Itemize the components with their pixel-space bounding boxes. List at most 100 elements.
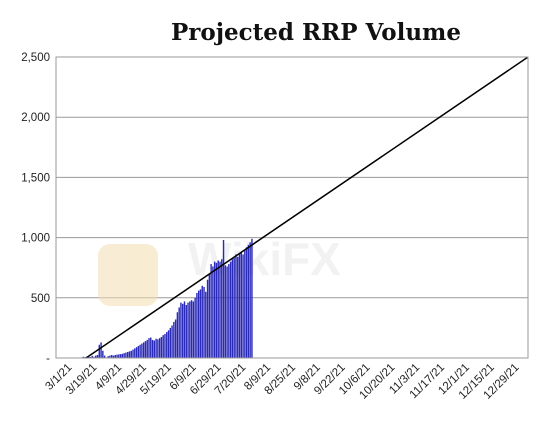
projection-trend-line bbox=[85, 56, 529, 359]
y-tick-label: 1,000 bbox=[21, 233, 50, 245]
y-tick-label: 1,500 bbox=[21, 172, 50, 184]
volume-bar bbox=[98, 344, 101, 358]
volume-bar bbox=[251, 238, 253, 358]
volume-bar bbox=[130, 350, 132, 358]
volume-bar bbox=[118, 354, 120, 358]
volume-bar bbox=[93, 356, 95, 358]
volume-bar bbox=[210, 264, 212, 358]
volume-bar bbox=[100, 342, 102, 358]
volume-bar bbox=[229, 261, 232, 358]
volume-bar bbox=[224, 265, 227, 358]
volume-bar bbox=[196, 292, 198, 358]
x-axis: 3/1/213/19/214/9/214/29/215/19/216/9/216… bbox=[43, 362, 521, 402]
volume-bar bbox=[240, 252, 242, 358]
volume-bar bbox=[141, 343, 143, 358]
volume-bar bbox=[151, 339, 154, 358]
volume-bar bbox=[137, 345, 140, 358]
y-axis: - 500 1,000 1,500 2,000 2,500 bbox=[21, 52, 50, 365]
volume-bar bbox=[119, 354, 122, 358]
volume-bar bbox=[155, 338, 157, 358]
chart-title: Projected RRP Volume bbox=[171, 19, 461, 46]
volume-bar bbox=[226, 266, 228, 358]
volume-bar bbox=[107, 356, 109, 358]
volume-bar bbox=[166, 332, 168, 358]
volume-bar bbox=[167, 330, 170, 358]
volume-bar bbox=[189, 301, 191, 358]
volume-bar bbox=[126, 351, 129, 358]
volume-bar bbox=[114, 354, 116, 358]
volume-bar bbox=[190, 300, 193, 358]
volume-bar bbox=[238, 253, 241, 358]
volume-bar bbox=[206, 279, 209, 358]
volume-bar bbox=[116, 354, 118, 358]
volume-bar bbox=[146, 339, 148, 358]
volume-bar bbox=[245, 247, 248, 358]
volume-bar bbox=[158, 338, 161, 358]
volume-bar bbox=[185, 305, 187, 358]
volume-bar bbox=[237, 256, 239, 358]
volume-bar bbox=[171, 325, 173, 358]
volume-bar bbox=[173, 321, 175, 358]
volume-bar bbox=[182, 303, 184, 358]
volume-bar bbox=[95, 355, 97, 358]
volume-bar bbox=[178, 307, 180, 358]
volume-bar bbox=[153, 340, 156, 358]
volume-bar bbox=[231, 259, 234, 358]
volume-bar bbox=[244, 249, 246, 358]
volume-bar bbox=[150, 337, 152, 358]
volume-bar bbox=[169, 327, 172, 358]
volume-bar bbox=[121, 353, 124, 358]
gridlines bbox=[56, 116, 528, 299]
volume-bar bbox=[247, 244, 250, 358]
volume-bar bbox=[111, 354, 113, 358]
volume-bar bbox=[187, 302, 189, 358]
volume-bar bbox=[222, 240, 225, 358]
volume-bar bbox=[183, 301, 186, 358]
volume-bar bbox=[205, 291, 207, 358]
volume-bar bbox=[242, 254, 244, 358]
volume-bar bbox=[208, 273, 211, 358]
volume-bar bbox=[249, 242, 251, 358]
volume-bar bbox=[125, 352, 127, 358]
watermark-logo bbox=[98, 244, 158, 306]
volume-bar bbox=[157, 339, 159, 358]
volume-bar bbox=[203, 286, 205, 358]
volume-bar bbox=[221, 259, 223, 358]
volume-bar bbox=[176, 312, 179, 358]
volume-bar bbox=[139, 344, 141, 358]
volume-bar bbox=[212, 266, 214, 358]
volume-bar bbox=[233, 258, 235, 358]
volume-bar bbox=[96, 354, 99, 358]
y-tick-label: 500 bbox=[31, 293, 50, 305]
volume-bar bbox=[228, 264, 230, 358]
volume-bar bbox=[180, 302, 182, 358]
rrp-volume-bars bbox=[80, 238, 253, 358]
volume-bar bbox=[148, 338, 150, 358]
plot-area-border bbox=[55, 56, 529, 359]
volume-bar bbox=[134, 348, 136, 358]
volume-bar bbox=[109, 355, 111, 358]
volume-bar bbox=[235, 254, 237, 358]
volume-bar bbox=[144, 341, 147, 358]
y-tick-label: - bbox=[46, 353, 50, 365]
y-tick-label: 2,000 bbox=[21, 112, 50, 124]
volume-bar bbox=[142, 342, 145, 358]
volume-bar bbox=[199, 289, 202, 358]
volume-bar bbox=[201, 285, 203, 358]
volume-bar bbox=[162, 335, 164, 358]
volume-bar bbox=[192, 301, 195, 358]
volume-bar bbox=[197, 290, 200, 358]
volume-bar bbox=[174, 319, 177, 358]
volume-bar bbox=[123, 353, 125, 358]
volume-bar bbox=[160, 336, 163, 358]
volume-bar bbox=[164, 333, 166, 358]
volume-bar bbox=[102, 350, 104, 358]
volume-bar bbox=[112, 355, 115, 358]
y-tick-label: 2,500 bbox=[21, 52, 50, 64]
volume-bar bbox=[132, 349, 134, 358]
volume-bar bbox=[217, 260, 219, 358]
volume-bar bbox=[219, 261, 221, 358]
volume-bar bbox=[135, 347, 138, 358]
volume-bar bbox=[91, 355, 93, 358]
